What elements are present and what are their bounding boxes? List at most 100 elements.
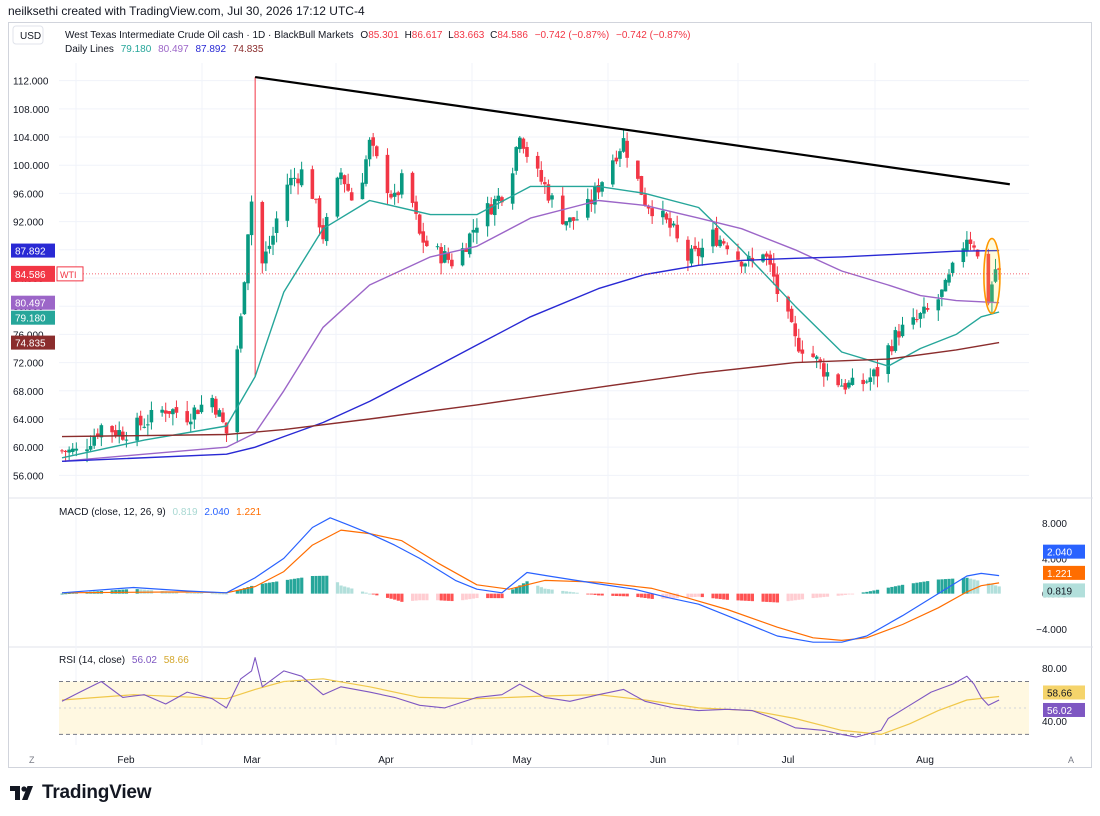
chart-frame[interactable]: USD West Texas Intermediate Crude Oil ca…	[8, 22, 1093, 769]
candle-body	[775, 274, 780, 294]
z-button[interactable]: Z	[29, 755, 35, 765]
ohlc-high-label: H	[405, 30, 412, 41]
ohlc-low-label: L	[448, 30, 454, 41]
candle-body	[199, 404, 204, 413]
macd-histogram-bar	[790, 593, 794, 601]
candle-body	[686, 239, 690, 261]
candle-body	[535, 155, 540, 169]
macd-histogram-bar	[818, 593, 822, 598]
macd-histogram-bar	[464, 593, 468, 600]
x-tick-label: Jun	[650, 755, 666, 766]
candle-body	[796, 337, 801, 352]
macd-histogram-bar	[436, 593, 440, 601]
candle-body	[625, 140, 629, 158]
price-tick-label: 56.000	[13, 471, 44, 482]
candle-body	[249, 201, 254, 236]
candle-body	[771, 263, 776, 277]
candle-body	[543, 182, 547, 185]
candle-body	[936, 299, 941, 311]
macd-histogram-bar	[471, 593, 476, 599]
chart-canvas[interactable]: USD West Texas Intermediate Crude Oil ca…	[9, 23, 1093, 769]
candle-body	[500, 197, 504, 203]
moving-average-line	[61, 341, 1000, 438]
macd-histogram-bar	[514, 587, 518, 594]
macd-histogram-bar	[693, 593, 697, 597]
candle-body	[496, 195, 501, 202]
candle-body	[110, 426, 114, 433]
candle-body	[872, 369, 876, 377]
candle-body	[743, 263, 747, 267]
candle-body	[739, 261, 744, 267]
price-pane[interactable]	[59, 76, 1029, 463]
candle-body	[550, 195, 554, 200]
macd-histogram-bar	[697, 593, 701, 597]
rsi-pane[interactable]: RSI (14, close) 56.02 58.66	[59, 655, 1029, 738]
ma-value-tag	[11, 243, 55, 258]
macd-histogram-bar	[550, 589, 554, 594]
rsi-title: RSI (14, close)	[59, 655, 125, 666]
candle-body	[915, 319, 919, 321]
candle-body	[324, 216, 329, 242]
macd-histogram-bar	[389, 593, 393, 599]
candle-body	[986, 253, 991, 304]
macd-histogram-bar	[715, 593, 719, 599]
candle-body	[818, 359, 823, 363]
candle-body	[117, 430, 122, 437]
macd-histogram-bar	[872, 590, 876, 594]
candle-body	[975, 249, 980, 257]
moving-average-line	[61, 249, 1000, 462]
candle-body	[410, 172, 415, 203]
candle-body	[460, 248, 465, 266]
macd-histogram-bar	[886, 587, 890, 594]
candle-body	[668, 218, 672, 228]
macd-histogram-bar	[636, 593, 640, 598]
candle-body	[385, 154, 390, 194]
macd-histogram-bar	[493, 593, 497, 599]
macd-histogram-bar	[275, 581, 279, 594]
macd-histogram-bar	[686, 593, 690, 598]
ma-value-tag	[11, 310, 55, 325]
macd-histogram-bar	[647, 593, 651, 599]
macd-histogram-bar	[199, 593, 204, 594]
credit-text: neilksethi created with TradingView.com,…	[8, 4, 365, 18]
candle-body	[889, 346, 894, 352]
macd-histogram-bar	[346, 587, 350, 594]
macd-pane[interactable]: MACD (close, 12, 26, 9) 0.819 2.040 1.22…	[59, 507, 1001, 643]
candle-body	[689, 248, 694, 264]
macd-histogram-bar	[611, 593, 615, 596]
candle-body	[947, 274, 951, 283]
macd-histogram-bar	[868, 591, 873, 594]
macd-histogram-bar	[825, 593, 830, 597]
macd-histogram-bar	[418, 593, 422, 601]
highlight-ellipse	[983, 237, 1001, 315]
candle-body	[836, 374, 840, 386]
currency-button[interactable]	[12, 25, 44, 45]
macd-histogram-bar	[850, 593, 855, 595]
macd-histogram-bar	[486, 593, 490, 599]
macd-histogram-bar	[400, 593, 404, 602]
candle-body	[299, 169, 304, 186]
candle-body	[736, 251, 740, 260]
svg-text:RSI (14, close) 56.02: RSI (14, close) 56.02 58.66	[59, 655, 189, 666]
candle-body	[925, 308, 930, 310]
candle-body	[811, 353, 815, 357]
candle-body	[213, 398, 218, 415]
candle-body	[450, 259, 454, 267]
daily-lines-v2: 80.497	[158, 44, 189, 55]
macd-histogram-bar	[815, 593, 819, 598]
candle-body	[464, 248, 468, 252]
a-button[interactable]: A	[1068, 755, 1074, 765]
rsi-ma-value: 58.66	[164, 655, 189, 666]
macd-tick-label: 4.000	[1042, 554, 1067, 565]
candle-body	[439, 247, 443, 264]
ohlc-open-label: O	[360, 30, 368, 41]
macd-histogram-bar	[518, 585, 522, 594]
candle-body	[900, 324, 905, 337]
macd-histogram-bar	[650, 593, 654, 599]
candle-body	[893, 330, 898, 351]
macd-histogram-bar	[689, 593, 694, 598]
macd-histogram-bar	[250, 585, 254, 594]
macd-histogram-bar	[811, 593, 815, 599]
macd-histogram-bar	[865, 591, 869, 594]
candle-body	[800, 349, 805, 354]
